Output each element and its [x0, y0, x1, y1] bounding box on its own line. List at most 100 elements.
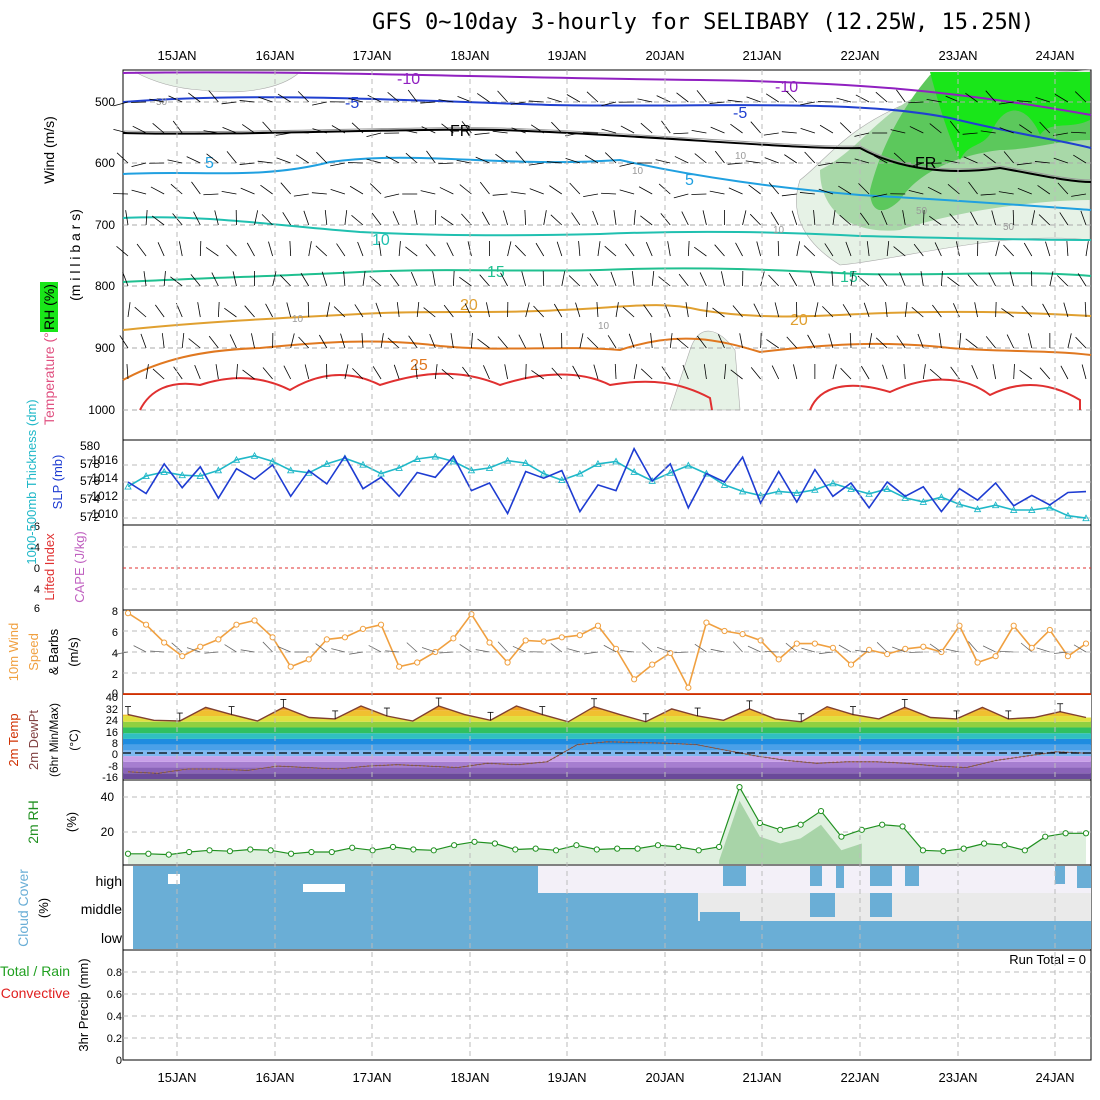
wind-barb — [479, 181, 490, 195]
contour-label: -10 — [775, 79, 798, 96]
wind-barb — [633, 364, 638, 380]
wind-barb — [967, 274, 978, 287]
rh-label: 10 — [735, 151, 747, 162]
wind-barb — [173, 366, 183, 380]
wind-barb — [1038, 214, 1051, 226]
wind-barb — [999, 650, 1014, 653]
wind-barb — [481, 211, 490, 226]
thickness-point — [413, 455, 421, 462]
wind-barb — [1085, 241, 1089, 257]
wind-barb — [873, 155, 888, 164]
wind-barb — [589, 273, 599, 287]
wind-barb — [1049, 271, 1054, 287]
temp-tick: 40 — [106, 692, 118, 704]
wind-barb — [459, 184, 472, 195]
isotherm-20 — [122, 304, 1092, 331]
ylabel-rh2m-unit: (%) — [64, 812, 79, 832]
wind-barb — [188, 338, 201, 349]
rh2m-point — [756, 819, 763, 827]
wind-barb — [163, 271, 166, 287]
pressure-tick: 500 — [95, 95, 115, 109]
wind-barb — [566, 94, 581, 103]
wind-barb — [818, 162, 834, 166]
wind-barb — [450, 333, 454, 349]
wind-barb — [357, 241, 364, 257]
wind-barb — [372, 366, 382, 380]
wind-barb — [181, 333, 185, 349]
wind-barb — [676, 338, 689, 349]
wind-speed-point — [1046, 626, 1053, 634]
wind-barb — [796, 241, 801, 257]
wind-barb — [402, 129, 418, 134]
wind-barb — [380, 333, 384, 349]
thickness-point — [1009, 506, 1018, 513]
wind-barb — [421, 647, 436, 653]
ylabel-wind10-unit: (m/s) — [66, 637, 81, 667]
wind-barb — [452, 270, 455, 287]
precip-tick: 0.8 — [107, 967, 122, 979]
contour-label: 20 — [460, 297, 478, 314]
wind-barb — [315, 643, 328, 653]
wind-speed-point — [142, 621, 150, 628]
dewpoint-outline — [127, 741, 1087, 774]
wind-barb — [215, 364, 219, 380]
wind-barb — [788, 272, 798, 287]
wind-barb — [1084, 301, 1087, 318]
wind10-series — [114, 610, 1090, 691]
wind-barb — [438, 99, 454, 103]
wind-barb — [568, 275, 581, 287]
wind-barb — [909, 126, 924, 134]
contour-label: 25 — [410, 357, 428, 374]
wind-barb — [336, 243, 346, 257]
wind-barb — [982, 645, 996, 653]
wind-barb — [983, 153, 996, 164]
wind-barb — [1045, 241, 1051, 257]
wind-barb — [393, 364, 400, 380]
wind-barb — [944, 159, 960, 164]
temp-band — [123, 761, 1091, 768]
wind-barb — [197, 302, 201, 318]
wind-barb — [908, 162, 924, 168]
wind-barb — [492, 193, 508, 196]
wind-barb — [839, 122, 852, 134]
wind-barb — [297, 91, 310, 103]
wind-barb — [459, 644, 472, 653]
pressure-tick: 1000 — [88, 403, 115, 417]
wind-barb — [875, 337, 888, 349]
thickness-point — [232, 455, 241, 463]
wind-barb — [262, 367, 273, 380]
wind-barb — [601, 192, 617, 195]
contour-label: -10 — [397, 71, 420, 88]
wind-barb — [1057, 275, 1069, 287]
thickness-point — [196, 472, 205, 479]
wind-barb — [592, 210, 599, 226]
isotherm-15 — [122, 267, 1092, 283]
wind-barb — [406, 642, 418, 653]
wind-barb — [633, 210, 636, 226]
wind-barb — [308, 241, 312, 257]
rh2m-area-mid — [719, 800, 862, 864]
wind-barb — [272, 271, 277, 287]
top-day-label: 23JAN — [938, 48, 977, 63]
wind-barb — [1075, 336, 1087, 349]
wind-barb — [1057, 182, 1069, 195]
wind-barb — [597, 241, 601, 257]
wind-barb — [890, 129, 906, 134]
wind-barb — [525, 302, 530, 318]
wind-barb — [988, 272, 996, 287]
contour-label: 5 — [685, 172, 694, 189]
wind-barb — [571, 212, 581, 226]
wind-speed-point — [829, 644, 837, 651]
thickness-point — [576, 469, 584, 477]
wind-barb — [838, 644, 852, 653]
wind-barb — [1016, 162, 1032, 166]
rh2m-point — [695, 847, 702, 854]
wind-barb — [777, 240, 780, 257]
wind-barb — [896, 89, 906, 103]
wind-barb — [728, 187, 743, 195]
thickness-point — [720, 480, 729, 488]
wind-barb — [172, 213, 183, 226]
wind-barb — [922, 364, 926, 380]
wind-barb — [543, 210, 547, 226]
wind-barb — [766, 339, 779, 349]
